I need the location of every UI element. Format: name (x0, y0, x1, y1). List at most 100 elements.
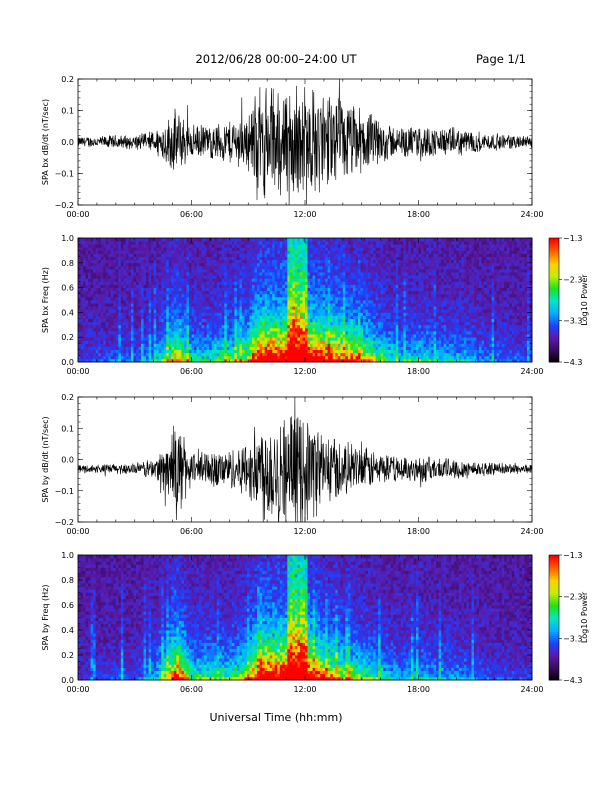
spectrogram-cell (85, 293, 89, 298)
spectrogram-cell (310, 321, 313, 326)
spectrogram-cell (103, 287, 107, 292)
spectrogram-cell (320, 355, 324, 360)
spectrogram-cell (221, 346, 225, 350)
spectrogram-cell (103, 340, 107, 344)
spectrogram-cell (226, 343, 230, 347)
spectrogram-cell (312, 278, 316, 282)
spectrogram-cell (90, 358, 94, 363)
spectrogram-cell (146, 343, 150, 347)
spectrogram-cell (176, 327, 180, 332)
spectrogram-cell (214, 253, 218, 257)
spectrogram-cell (110, 287, 114, 292)
spectrogram-cell (287, 250, 291, 254)
spectrogram-cell (282, 278, 286, 282)
spectrogram-cell (178, 324, 182, 329)
spectrogram-cell (108, 324, 112, 329)
spectrogram-cell (350, 284, 354, 288)
spectrogram-cell (163, 238, 167, 242)
spectrogram-cell (178, 262, 182, 267)
spectrogram-cell (88, 241, 92, 245)
spectrogram-cell (363, 334, 366, 338)
spectrogram-cell (345, 331, 349, 335)
spectrogram-cell (95, 346, 99, 350)
spectrogram-cell (83, 331, 86, 335)
spectrogram-cell (312, 321, 316, 326)
spectrogram-cell (224, 241, 228, 245)
spectrogram-cell (231, 262, 235, 267)
spectrogram-cell (337, 331, 341, 335)
spectrogram-cell (100, 300, 104, 304)
spectrogram-cell (236, 244, 240, 248)
spectrogram-cell (279, 309, 283, 313)
spectrogram-cell (292, 278, 296, 282)
spectrogram-cell (330, 262, 334, 267)
spectrogram-cell (234, 318, 238, 323)
spectrogram-cell (130, 355, 134, 360)
spectrogram-cell (88, 238, 92, 242)
spectrogram-cell (365, 293, 369, 298)
spectrogram-cell (289, 253, 293, 257)
spectrogram-cell (113, 349, 117, 354)
spectrogram-cell (284, 259, 288, 264)
spectrogram-cell (330, 358, 334, 363)
spectrogram-cell (183, 343, 187, 347)
spectrogram-cell (310, 256, 313, 261)
spectrogram-cell (380, 253, 384, 257)
spectrogram-cell (307, 262, 311, 267)
spectrogram-cell (199, 331, 202, 335)
spectrogram-cell (78, 321, 81, 326)
spectrogram-cell (166, 343, 170, 347)
spectrogram-cell (312, 281, 316, 285)
spectrogram-cell (110, 358, 114, 363)
spectrogram-cell (168, 259, 172, 264)
spectrogram-cell (325, 352, 329, 357)
spectrogram-cell (130, 318, 134, 323)
spectrogram-cell (176, 275, 180, 279)
spectrogram-cell (259, 293, 263, 298)
spectrogram-cell (196, 318, 200, 323)
spectrogram-cell (214, 278, 218, 282)
spectrogram-cell (380, 300, 384, 304)
spectrogram-cell (347, 278, 351, 282)
spectrogram-cell (368, 315, 371, 319)
spectrogram-cell (345, 284, 349, 288)
spectrogram-cell (156, 312, 160, 316)
spectrogram-cell (262, 281, 266, 285)
spectrogram-cell (347, 262, 351, 267)
spectrogram-cell (158, 250, 162, 254)
spectrogram-cell (249, 247, 253, 251)
spectrogram-cell (244, 241, 248, 245)
spectrogram-cell (151, 269, 155, 273)
spectrogram-cell (90, 296, 94, 301)
spectrogram-cell (123, 300, 127, 304)
spectrogram-cell (211, 238, 215, 242)
spectrogram-cell (136, 278, 139, 282)
spectrogram-cell (357, 250, 361, 254)
spectrogram-cell (199, 241, 202, 245)
spectrogram-cell (209, 303, 213, 307)
spectrogram-cell (337, 259, 341, 264)
spectrogram-cell (337, 312, 341, 316)
spectrogram-cell (141, 343, 144, 347)
spectrogram-cell (151, 318, 155, 323)
spectrogram-cell (141, 300, 144, 304)
spectrogram-cell (360, 300, 364, 304)
spectrogram-cell (103, 241, 107, 245)
spectrogram-cell (347, 355, 351, 360)
spectrogram-cell (320, 312, 324, 316)
spectrogram-cell (181, 343, 185, 347)
spectrogram-cell (252, 334, 255, 338)
spectrogram-cell (204, 296, 208, 301)
spectrogram-cell (337, 278, 341, 282)
spectrogram-cell (229, 238, 233, 242)
spectrogram-cell (141, 296, 144, 301)
spectrogram-cell (191, 315, 195, 319)
spectrogram-cell (138, 343, 142, 347)
spectrogram-cell (148, 284, 152, 288)
spectrogram-cell (148, 290, 152, 295)
spectrogram-cell (78, 355, 81, 360)
spectrogram-cell (305, 278, 308, 282)
spectrogram-cell (224, 309, 228, 313)
spectrogram-cell (78, 250, 81, 254)
spectrogram-cell (289, 269, 293, 273)
